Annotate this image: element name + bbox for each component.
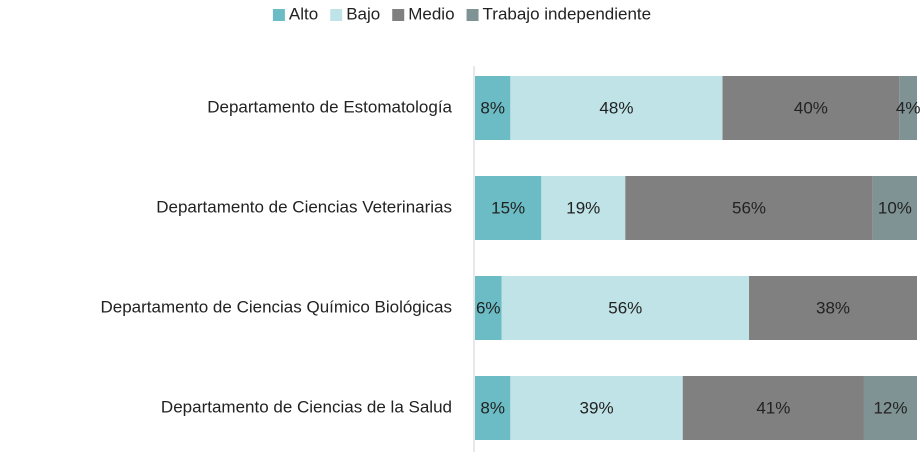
bar-segment bbox=[682, 376, 864, 440]
legend-label: Alto bbox=[289, 4, 318, 23]
legend-swatch bbox=[466, 9, 479, 21]
legend-swatch bbox=[392, 9, 405, 21]
bar-segment bbox=[872, 176, 917, 240]
bar-segment bbox=[475, 376, 511, 440]
bar-segment bbox=[510, 376, 683, 440]
data-label: 12% bbox=[873, 398, 907, 417]
data-label: 41% bbox=[756, 398, 790, 417]
legend-label: Medio bbox=[408, 4, 454, 23]
legend-label: Trabajo independiente bbox=[483, 4, 652, 23]
legend-swatch bbox=[272, 9, 285, 21]
data-label: 6% bbox=[476, 298, 501, 317]
bar-segment bbox=[722, 76, 900, 140]
bar-segment bbox=[475, 76, 511, 140]
bar-segment bbox=[541, 176, 626, 240]
category-label: Departamento de Ciencias Químico Biológi… bbox=[100, 297, 452, 316]
bar-segment bbox=[863, 376, 917, 440]
data-label: 15% bbox=[491, 198, 525, 217]
legend-label: Bajo bbox=[346, 4, 380, 23]
bar-segment bbox=[475, 276, 502, 340]
data-label: 10% bbox=[878, 198, 912, 217]
data-label: 8% bbox=[480, 398, 505, 417]
data-label: 48% bbox=[599, 98, 633, 117]
data-label: 56% bbox=[732, 198, 766, 217]
data-label: 39% bbox=[580, 398, 614, 417]
bar-segment bbox=[749, 276, 917, 340]
data-label: 19% bbox=[566, 198, 600, 217]
bar-segment bbox=[899, 76, 917, 140]
bar-segment bbox=[625, 176, 873, 240]
data-label: 8% bbox=[480, 98, 505, 117]
category-label: Departamento de Estomatología bbox=[207, 97, 452, 116]
data-label: 40% bbox=[794, 98, 828, 117]
data-label: 4% bbox=[896, 98, 921, 117]
legend-swatch bbox=[330, 9, 343, 21]
category-label: Departamento de Ciencias Veterinarias bbox=[156, 197, 452, 216]
data-label: 38% bbox=[816, 298, 850, 317]
bar-segment bbox=[475, 176, 542, 240]
category-label: Departamento de Ciencias de la Salud bbox=[161, 397, 452, 416]
bar-segment bbox=[510, 76, 723, 140]
bar-segment bbox=[501, 276, 750, 340]
data-label: 56% bbox=[608, 298, 642, 317]
